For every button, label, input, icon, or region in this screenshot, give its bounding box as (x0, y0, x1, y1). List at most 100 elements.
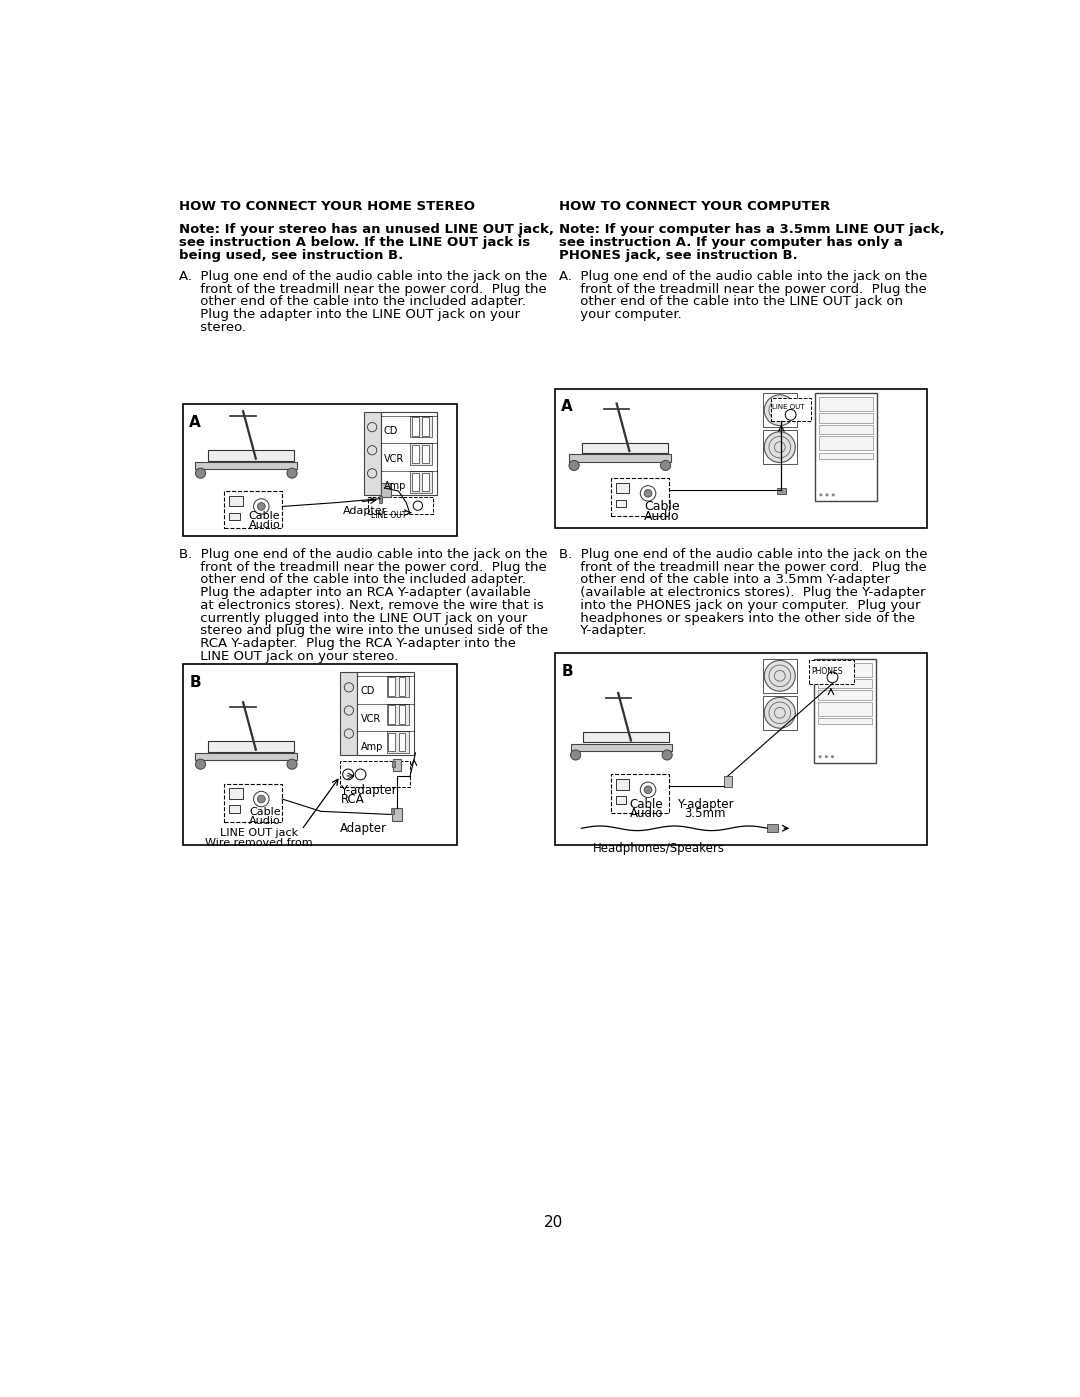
Text: Plug the adapter into the LINE OUT jack on your: Plug the adapter into the LINE OUT jack … (179, 309, 521, 321)
Text: A.  Plug one end of the audio cable into the jack on the: A. Plug one end of the audio cable into … (559, 270, 927, 284)
Text: Cable: Cable (248, 511, 280, 521)
Bar (379, 496, 382, 503)
Text: Y-adapter.: Y-adapter. (559, 624, 647, 637)
Bar (183, 404, 457, 535)
Bar (762, 659, 797, 693)
Circle shape (825, 493, 828, 496)
Bar (399, 705, 405, 724)
Bar (819, 414, 873, 422)
Circle shape (825, 756, 828, 759)
Text: currently plugged into the LINE OUT jack on your: currently plugged into the LINE OUT jack… (179, 612, 527, 624)
Bar (555, 652, 927, 845)
Circle shape (287, 759, 297, 770)
Bar (387, 704, 408, 725)
Bar (819, 453, 873, 458)
Circle shape (644, 489, 652, 497)
Bar (777, 488, 786, 495)
Text: B.  Plug one end of the audio cable into the jack on the: B. Plug one end of the audio cable into … (179, 548, 548, 562)
Bar (381, 483, 391, 497)
Text: Note: If your computer has a 3.5mm LINE OUT jack,: Note: If your computer has a 3.5mm LINE … (559, 224, 945, 236)
Bar (768, 824, 779, 833)
Bar (422, 444, 429, 464)
Bar (616, 500, 626, 507)
Bar (411, 418, 419, 436)
Text: (available at electronics stores).  Plug the Y-adapter: (available at electronics stores). Plug … (559, 587, 926, 599)
Text: Adapter: Adapter (342, 507, 387, 517)
Circle shape (820, 493, 823, 496)
Circle shape (257, 795, 266, 803)
Text: HOW TO CONNECT YOUR COMPUTER: HOW TO CONNECT YOUR COMPUTER (559, 200, 831, 212)
Text: LINE OUT: LINE OUT (772, 404, 805, 411)
Circle shape (195, 759, 205, 770)
Text: Audio: Audio (630, 806, 663, 820)
Bar (229, 496, 243, 507)
Text: Cable: Cable (630, 798, 663, 810)
Bar (195, 462, 297, 469)
Bar (340, 760, 410, 788)
Bar (183, 665, 457, 845)
Text: Y-adapter: Y-adapter (677, 798, 733, 810)
Circle shape (569, 461, 579, 471)
Text: LINE OUT jack on your stereo.: LINE OUT jack on your stereo. (179, 650, 399, 662)
Circle shape (661, 461, 671, 471)
Circle shape (662, 750, 672, 760)
Bar (387, 676, 408, 697)
Bar (422, 472, 429, 490)
Text: Y-adapter: Y-adapter (340, 784, 397, 796)
Bar (724, 775, 732, 787)
Text: B.  Plug one end of the audio cable into the jack on the: B. Plug one end of the audio cable into … (559, 548, 928, 562)
Bar (392, 760, 394, 767)
Bar (229, 788, 243, 799)
Text: being used, see instruction B.: being used, see instruction B. (179, 249, 404, 263)
Text: A.  Plug one end of the audio cable into the jack on the: A. Plug one end of the audio cable into … (179, 270, 548, 284)
Text: Cable: Cable (249, 806, 281, 817)
Text: 20: 20 (544, 1215, 563, 1229)
Bar (195, 753, 297, 760)
Text: HOW TO CONNECT YOUR HOME STEREO: HOW TO CONNECT YOUR HOME STEREO (179, 200, 475, 212)
Text: see instruction A below. If the LINE OUT jack is: see instruction A below. If the LINE OUT… (179, 236, 530, 249)
Text: your computer.: your computer. (559, 309, 681, 321)
Text: Amp: Amp (361, 742, 383, 752)
Circle shape (832, 493, 835, 496)
Text: 3.5mm: 3.5mm (685, 806, 726, 820)
Circle shape (765, 395, 795, 426)
Circle shape (195, 468, 205, 478)
Text: PHONES: PHONES (811, 666, 842, 676)
Text: Headphones/Speakers: Headphones/Speakers (593, 842, 725, 855)
Polygon shape (208, 742, 294, 752)
Bar (818, 662, 872, 676)
Text: other end of the cable into the included adapter.: other end of the cable into the included… (179, 573, 526, 587)
Text: stereo.: stereo. (179, 321, 246, 334)
Bar (411, 472, 419, 490)
Text: into the PHONES jack on your computer.  Plug your: into the PHONES jack on your computer. P… (559, 599, 920, 612)
Bar (411, 444, 419, 464)
Bar (357, 672, 414, 756)
Bar (367, 497, 433, 514)
Bar (569, 454, 671, 461)
Text: LINE OUT jack: LINE OUT jack (220, 828, 298, 838)
Bar (762, 696, 797, 729)
Bar (616, 796, 626, 803)
Bar (229, 805, 240, 813)
Text: Wire removed from: Wire removed from (205, 838, 313, 848)
Bar (225, 490, 282, 528)
Bar (814, 393, 877, 502)
Text: see instruction A. If your computer has only a: see instruction A. If your computer has … (559, 236, 903, 249)
Text: RCA Y-adapter.  Plug the RCA Y-adapter into the: RCA Y-adapter. Plug the RCA Y-adapter in… (179, 637, 516, 650)
Bar (389, 678, 395, 696)
Bar (616, 780, 630, 789)
Circle shape (831, 756, 834, 759)
Bar (399, 733, 405, 752)
Bar (225, 784, 282, 823)
Circle shape (570, 750, 581, 760)
Text: Amp: Amp (383, 482, 406, 492)
Circle shape (765, 661, 795, 692)
Text: stereo and plug the wire into the unused side of the: stereo and plug the wire into the unused… (179, 624, 549, 637)
Polygon shape (582, 443, 667, 453)
Circle shape (765, 697, 795, 728)
Text: Note: If your stereo has an unused LINE OUT jack,: Note: If your stereo has an unused LINE … (179, 224, 554, 236)
Text: front of the treadmill near the power cord.  Plug the: front of the treadmill near the power co… (559, 282, 927, 296)
Polygon shape (583, 732, 669, 742)
Bar (616, 482, 630, 493)
Text: VCR: VCR (361, 714, 381, 724)
